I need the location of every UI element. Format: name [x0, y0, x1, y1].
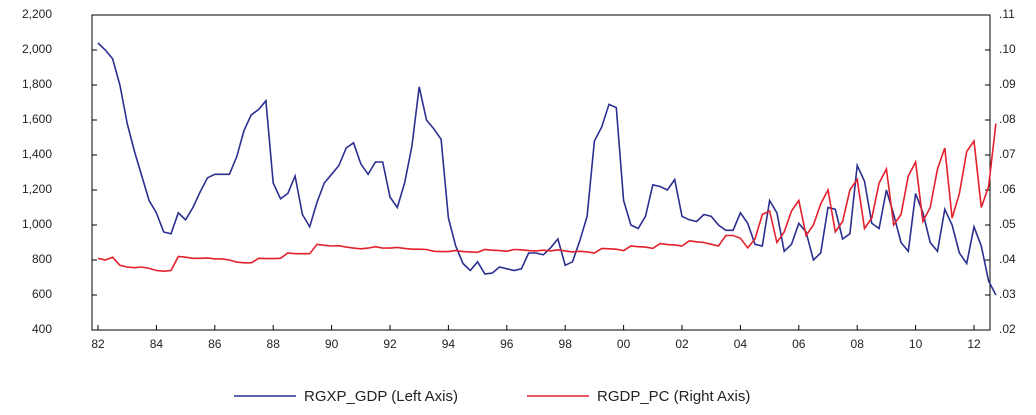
- plot-frame: [91, 14, 991, 331]
- y-tick-label: 1,000: [22, 217, 52, 231]
- x-tick-label: 04: [734, 337, 748, 351]
- x-tick-label: 06: [792, 337, 806, 351]
- x-tick-label: 12: [967, 337, 981, 351]
- y2-tick-label: .09: [999, 77, 1016, 91]
- x-tick-label: 00: [617, 337, 631, 351]
- y-tick-label: 600: [32, 287, 52, 301]
- legend-label: RGDP_PC (Right Axis): [597, 388, 750, 405]
- y2-tick-label: .02: [999, 322, 1016, 336]
- y2-tick-label: .11: [999, 7, 1015, 21]
- series-line: [97, 123, 997, 273]
- x-tick-label: 88: [267, 337, 281, 351]
- legend-label: RGXP_GDP (Left Axis): [304, 388, 458, 405]
- x-tick-label: 82: [91, 337, 105, 351]
- x-tick-label: 08: [851, 337, 865, 351]
- y2-tick-label: .04: [999, 252, 1016, 266]
- y-tick-label: 400: [32, 322, 52, 336]
- x-tick-label: 98: [559, 337, 573, 351]
- y2-tick-label: .03: [999, 287, 1016, 301]
- x-tick-label: 84: [150, 337, 164, 351]
- y-tick-label: 1,600: [22, 112, 52, 126]
- y-tick-label: 1,200: [22, 182, 52, 196]
- legend: RGXP_GDP (Left Axis) RGDP_PC (Right Axis): [234, 388, 750, 405]
- x-tick-label: 96: [500, 337, 514, 351]
- y2-tick-label: .05: [999, 217, 1016, 231]
- y2-tick-label: .06: [999, 182, 1016, 196]
- x-tick-label: 94: [442, 337, 456, 351]
- x-tick-label: 02: [675, 337, 689, 351]
- y2-tick-label: .08: [999, 112, 1016, 126]
- y2-tick-label: .10: [999, 42, 1016, 56]
- y-tick-label: 800: [32, 252, 52, 266]
- x-tick-label: 10: [909, 337, 923, 351]
- x-tick-label: 86: [208, 337, 222, 351]
- series-line: [97, 42, 997, 296]
- x-tick-label: 90: [325, 337, 339, 351]
- y2-tick-label: .07: [999, 147, 1016, 161]
- y-tick-label: 2,000: [22, 42, 52, 56]
- x-tick-label: 92: [383, 337, 397, 351]
- y-tick-label: 2,200: [22, 7, 52, 21]
- y-tick-label: 1,800: [22, 77, 52, 91]
- y-tick-label: 1,400: [22, 147, 52, 161]
